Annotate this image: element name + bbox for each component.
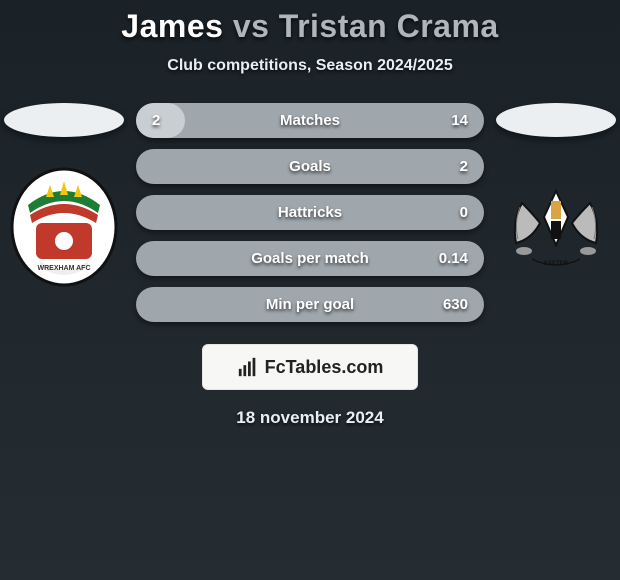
brand-badge[interactable]: FcTables.com — [202, 344, 418, 390]
vs-text: vs — [233, 8, 270, 44]
stat-right-value: 0 — [460, 204, 468, 221]
stat-row-matches: 2 Matches 14 — [136, 103, 484, 138]
player1-avatar — [4, 103, 124, 137]
left-side: WREXHAM AFC — [4, 103, 124, 287]
svg-text:WREXHAM AFC: WREXHAM AFC — [37, 265, 90, 272]
stat-row-hattricks: Hattricks 0 — [136, 195, 484, 230]
stat-right-value: 0.14 — [439, 250, 468, 267]
svg-text:EXETER: EXETER — [544, 261, 569, 267]
stat-row-min-per-goal: Min per goal 630 — [136, 287, 484, 322]
player1-name: James — [121, 8, 223, 44]
stat-right-value: 630 — [443, 296, 468, 313]
stat-left-value: 2 — [152, 112, 160, 129]
right-side: EXETER — [496, 103, 616, 287]
chart-icon — [237, 356, 259, 378]
stat-row-goals-per-match: Goals per match 0.14 — [136, 241, 484, 276]
date-label: 18 november 2024 — [0, 408, 620, 428]
stat-label: Goals — [289, 158, 331, 175]
player2-club-crest: EXETER — [502, 167, 610, 287]
stat-fill — [136, 103, 185, 138]
brand-text: FcTables.com — [265, 357, 384, 378]
stat-label: Goals per match — [251, 250, 369, 267]
stat-bars: 2 Matches 14 Goals 2 Hattricks 0 Goals p… — [136, 103, 484, 322]
stat-right-value: 2 — [460, 158, 468, 175]
player2-avatar — [496, 103, 616, 137]
subtitle: Club competitions, Season 2024/2025 — [0, 57, 620, 75]
stat-right-value: 14 — [451, 112, 468, 129]
page-title: James vs Tristan Crama — [0, 8, 620, 45]
stat-label: Hattricks — [278, 204, 342, 221]
comparison-body: WREXHAM AFC 2 Matches 14 Goals 2 — [0, 103, 620, 322]
stat-row-goals: Goals 2 — [136, 149, 484, 184]
stat-label: Min per goal — [266, 296, 354, 313]
player2-name: Tristan Crama — [279, 8, 499, 44]
stat-label: Matches — [280, 112, 340, 129]
player1-club-crest: WREXHAM AFC — [10, 167, 118, 287]
comparison-widget: James vs Tristan Crama Club competitions… — [0, 0, 620, 428]
